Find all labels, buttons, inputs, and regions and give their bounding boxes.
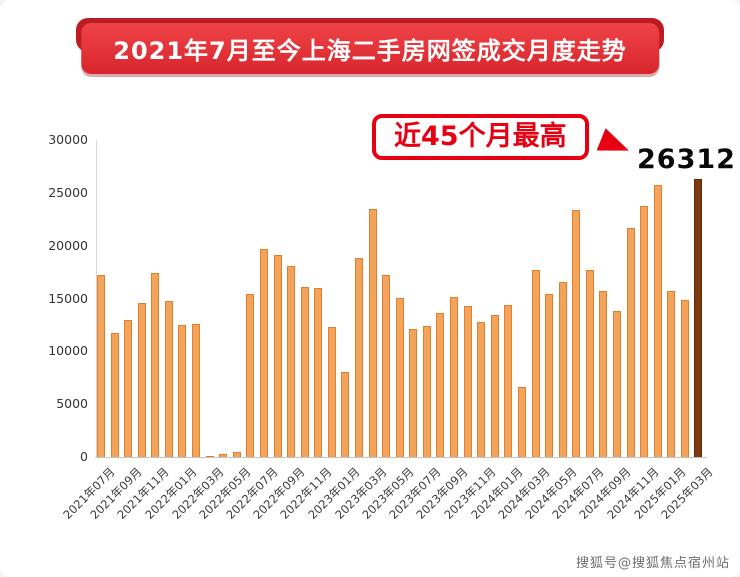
bar-2022年05月 [232, 452, 241, 457]
bar-2022年11月 [314, 288, 323, 457]
y-tick-30000: 30000 [48, 132, 88, 147]
bar-2023年06月 [409, 329, 418, 457]
watermark-text: 搜狐号@搜狐焦点宿州站 [575, 556, 730, 571]
bar-2024年04月 [545, 294, 554, 457]
bar-2023年02月 [354, 258, 363, 457]
bar-2023年10月 [463, 306, 472, 457]
bar-2025年01月 [667, 291, 676, 457]
bar-2022年09月 [287, 266, 296, 457]
bar-2022年03月 [205, 456, 214, 457]
y-tick-25000: 25000 [48, 184, 88, 200]
y-tick-0: 0 [80, 449, 88, 464]
bar-2021年07月 [97, 275, 105, 457]
bar-2021年10月 [137, 303, 146, 457]
bar-2022年10月 [300, 287, 309, 457]
highest-annotation-callout: 近45个月最高 [372, 114, 589, 160]
bar-2024年01月 [504, 305, 513, 457]
bar-2023年04月 [382, 275, 391, 457]
bar-2021年11月 [151, 273, 160, 457]
bar-2022年01月 [178, 325, 187, 457]
bar-2023年11月 [477, 322, 486, 457]
bar-2023年09月 [450, 297, 459, 457]
y-tick-15000: 15000 [48, 290, 88, 306]
bar-2022年12月 [327, 327, 336, 457]
x-axis-line [95, 457, 707, 458]
bar-2024年03月 [531, 270, 540, 457]
bar-2025年03月 [694, 179, 703, 457]
bar-2024年11月 [640, 206, 649, 457]
bar-2023年12月 [490, 315, 499, 457]
bar-2023年01月 [341, 372, 350, 457]
bar-2022年07月 [259, 249, 268, 457]
bar-2024年07月 [585, 270, 594, 457]
bar-2022年06月 [246, 294, 255, 457]
bar-2025年02月 [680, 300, 689, 457]
bar-2022年04月 [219, 454, 228, 457]
y-axis-line [96, 140, 97, 458]
bar-2023年08月 [436, 313, 445, 457]
bar-2024年12月 [653, 185, 662, 457]
chart-title-banner: 2021年7月至今上海二手房网签成交月度走势 [81, 23, 659, 74]
bar-2024年02月 [517, 387, 526, 457]
bar-2023年07月 [422, 326, 431, 457]
max-value-label: 26312 [637, 144, 736, 175]
bar-2023年03月 [368, 209, 377, 457]
y-tick-20000: 20000 [48, 237, 88, 253]
bar-series [97, 140, 703, 457]
y-tick-10000: 10000 [48, 343, 88, 359]
bar-2024年06月 [572, 210, 581, 457]
bar-2024年08月 [599, 291, 608, 457]
y-tick-5000: 5000 [56, 396, 88, 412]
bar-2022年02月 [192, 324, 201, 457]
bar-2023年05月 [395, 298, 404, 457]
bar-2021年12月 [164, 301, 173, 457]
bar-2021年09月 [124, 320, 133, 457]
bar-2021年08月 [110, 333, 119, 457]
bar-2024年05月 [558, 282, 567, 457]
bar-2024年10月 [626, 228, 635, 457]
bar-2022年08月 [273, 255, 282, 457]
bar-2024年09月 [612, 311, 621, 457]
